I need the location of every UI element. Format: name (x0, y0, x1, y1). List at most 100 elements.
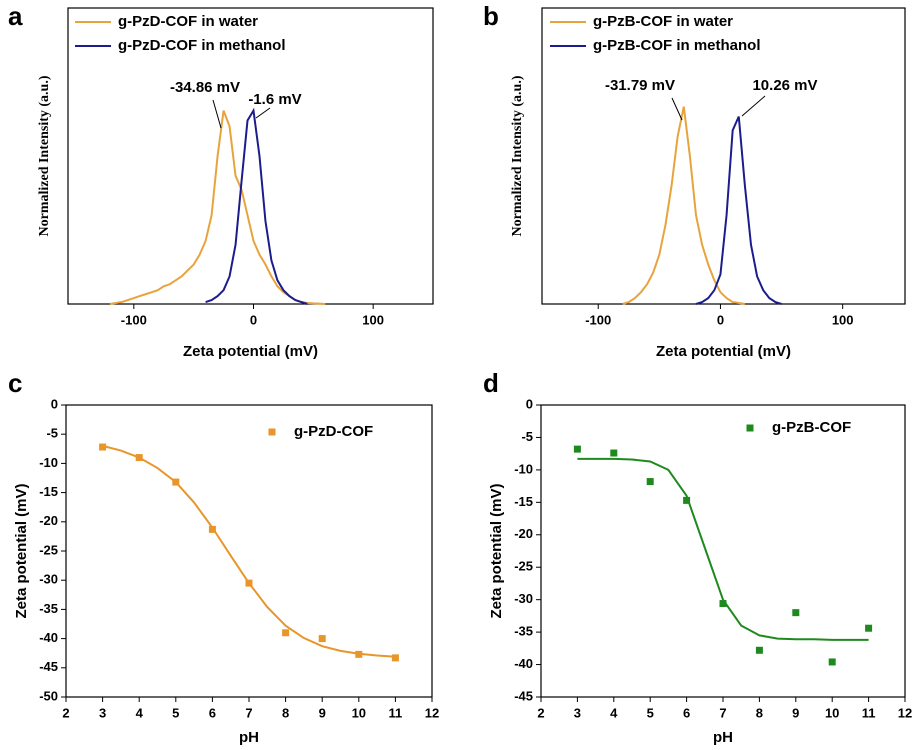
series-line (577, 457, 869, 641)
legend-label: g-PzB-COF in water (593, 13, 733, 30)
x-axis-label: Zeta potential (mV) (183, 343, 318, 360)
panel-label: c (8, 368, 22, 398)
x-axis-label: Zeta potential (mV) (656, 343, 791, 360)
annotation-arrow (671, 97, 683, 121)
x-tick-label: 9 (319, 705, 326, 720)
annotation: -34.86 mV (170, 79, 240, 96)
series-line (695, 116, 782, 305)
annotation-arrow (212, 99, 222, 129)
data-point (318, 635, 326, 643)
y-tick-label: -30 (39, 572, 58, 587)
x-tick-label: 7 (245, 705, 252, 720)
panel-label: b (483, 1, 499, 31)
legend-swatch (268, 428, 276, 436)
data-point (610, 449, 618, 457)
x-tick-label: 5 (172, 705, 179, 720)
y-tick-label: -45 (39, 659, 58, 674)
annotation: -1.6 mV (248, 91, 301, 108)
panel-label: d (483, 368, 499, 398)
x-tick-label: 9 (792, 705, 799, 720)
plot-frame (67, 7, 434, 305)
x-tick-label: 8 (756, 705, 763, 720)
x-tick-label: 0 (717, 312, 724, 327)
data-point (282, 629, 290, 637)
plot-frame (541, 7, 906, 305)
series-line (102, 444, 396, 658)
x-tick-label: 8 (282, 705, 289, 720)
data-point (755, 646, 763, 654)
y-axis-label: Zeta potential (mV) (13, 483, 30, 618)
x-tick-label: 100 (832, 312, 854, 327)
panel-0: a -100 0 100 Zeta potential (mV) Normalized I… (8, 1, 434, 360)
y-tick-label: 0 (526, 396, 533, 411)
legend-label: g-PzD-COF in methanol (118, 37, 286, 54)
panel-1: b -100 0 100 Zeta potential (mV) Normalized I… (483, 1, 906, 360)
data-point (719, 600, 727, 608)
x-tick-label: 11 (862, 705, 876, 720)
y-tick-label: -35 (514, 624, 533, 639)
series-line (109, 110, 326, 305)
panel-2: c 2 3 4 5 6 7 8 9 10 11 12 0 -5 -10 -15 -20 -25 -30 -35 -40 -… (8, 368, 439, 746)
y-tick-label: -10 (514, 461, 533, 476)
x-tick-label: 12 (425, 705, 439, 720)
x-tick-label: 10 (352, 705, 366, 720)
x-tick-label: 0 (250, 312, 257, 327)
y-tick-label: -15 (39, 484, 58, 499)
x-tick-label: 3 (99, 705, 106, 720)
data-point (573, 445, 581, 453)
y-tick-label: -25 (39, 542, 58, 557)
y-tick-label: -25 (514, 559, 533, 574)
x-tick-label: -100 (585, 312, 611, 327)
y-tick-label: -15 (514, 494, 533, 509)
x-axis-label: pH (713, 729, 733, 746)
y-tick-label: -5 (521, 429, 533, 444)
annotation: -31.79 mV (605, 77, 675, 94)
legend-label: g-PzD-COF (294, 423, 373, 440)
x-tick-label: 6 (209, 705, 216, 720)
x-tick-label: 2 (62, 705, 69, 720)
x-tick-label: 10 (825, 705, 839, 720)
legend-label: g-PzB-COF (772, 419, 851, 436)
y-tick-label: -30 (514, 591, 533, 606)
y-tick-label: -20 (514, 526, 533, 541)
x-tick-label: 3 (574, 705, 581, 720)
y-tick-label: 0 (51, 396, 58, 411)
series-line (622, 106, 746, 305)
data-point (99, 443, 107, 451)
annotation-arrow (741, 95, 766, 117)
data-point (865, 624, 873, 632)
x-tick-label: 100 (362, 312, 384, 327)
panel-label: a (8, 1, 23, 31)
y-tick-label: -45 (514, 688, 533, 703)
panel-3: d 2 3 4 5 6 7 8 9 10 11 12 0 -5 -10 -15 -20 -25 -30 -35 -40 -… (483, 368, 912, 746)
data-point (792, 609, 800, 617)
x-tick-label: 11 (389, 705, 403, 720)
plot-frame (540, 404, 906, 698)
legend-label: g-PzD-COF in water (118, 13, 258, 30)
data-point (391, 654, 399, 662)
y-tick-label: -20 (39, 513, 58, 528)
x-tick-label: 7 (719, 705, 726, 720)
data-point (828, 658, 836, 666)
data-point (683, 496, 691, 504)
y-axis-label: Normalized Intensity (a.u.) (37, 75, 52, 236)
x-tick-label: 6 (683, 705, 690, 720)
plot-frame (65, 404, 433, 698)
x-tick-label: 2 (537, 705, 544, 720)
y-tick-label: -35 (39, 601, 58, 616)
data-point (646, 478, 654, 486)
annotation-arrow (255, 107, 271, 119)
y-tick-label: -10 (39, 455, 58, 470)
y-tick-label: -40 (514, 656, 533, 671)
x-tick-label: -100 (121, 312, 147, 327)
x-tick-label: 4 (136, 705, 144, 720)
x-tick-label: 12 (898, 705, 912, 720)
x-tick-label: 4 (610, 705, 618, 720)
annotation: 10.26 mV (752, 77, 817, 94)
y-axis-label: Normalized Intensity (a.u.) (510, 75, 525, 236)
x-axis-label: pH (239, 729, 259, 746)
legend-swatch (746, 424, 754, 432)
y-tick-label: -40 (39, 630, 58, 645)
series-line (205, 107, 308, 305)
